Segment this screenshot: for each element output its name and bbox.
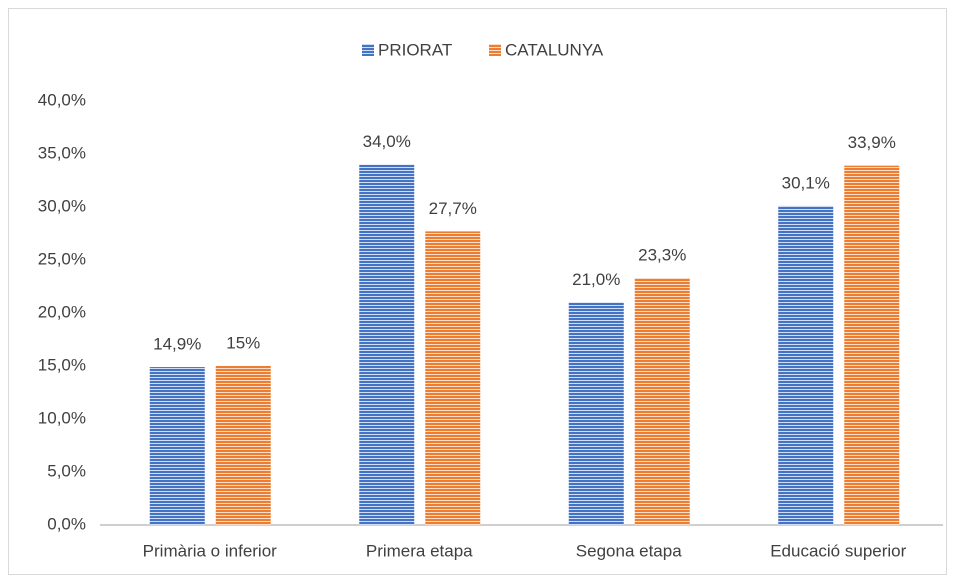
legend-swatch [489,44,501,56]
y-tick-label: 40,0% [38,90,86,109]
legend-label: CATALUNYA [505,40,604,59]
value-label: 23,3% [638,246,686,265]
value-label: 14,9% [153,335,201,354]
bar [634,278,690,525]
value-label: 33,9% [848,133,896,152]
y-tick-label: 0,0% [47,514,86,533]
legend-swatch [362,44,374,56]
value-label: 34,0% [363,132,411,151]
y-tick-label: 10,0% [38,408,86,427]
bar [568,302,624,525]
legend-label: PRIORAT [378,40,452,59]
bar [778,205,834,525]
bar [149,367,205,525]
y-tick-label: 35,0% [38,143,86,162]
value-label: 15% [226,333,260,352]
y-tick-label: 20,0% [38,302,86,321]
x-tick-label: Primera etapa [366,541,473,560]
y-tick-label: 30,0% [38,196,86,215]
bar [359,164,415,525]
bar [425,231,481,525]
y-tick-label: 25,0% [38,249,86,268]
value-label: 27,7% [429,199,477,218]
y-tick-label: 15,0% [38,355,86,374]
x-tick-label: Segona etapa [576,541,682,560]
value-label: 21,0% [572,270,620,289]
x-tick-label: Primària o inferior [143,541,277,560]
x-tick-label: Educació superior [770,541,906,560]
bar [215,366,271,525]
bar [844,165,900,525]
y-tick-label: 5,0% [47,461,86,480]
value-label: 30,1% [782,173,830,192]
